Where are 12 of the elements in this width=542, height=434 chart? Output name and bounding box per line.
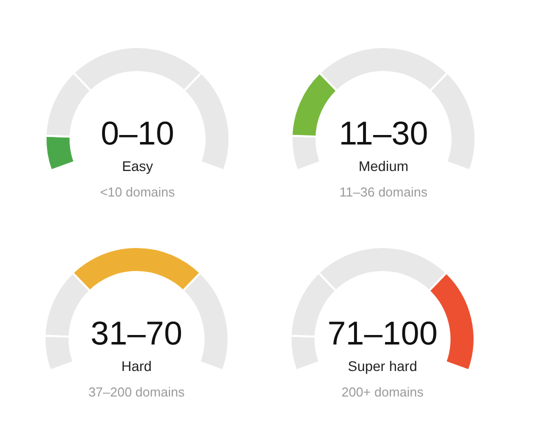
text: Hard — [121, 358, 152, 374]
text: Super hard — [348, 358, 418, 374]
text: 31–70 — [90, 314, 182, 352]
text: 71–100 — [327, 314, 438, 352]
text: 200+ domains — [341, 384, 424, 400]
text: <10 domains — [100, 184, 176, 200]
text: Easy — [122, 158, 154, 174]
text: 37–200 domains — [88, 384, 186, 400]
text: 11–36 domains — [339, 184, 428, 200]
text: 11–30 — [338, 114, 428, 152]
text: 0–10 — [100, 114, 174, 152]
text: Medium — [358, 158, 408, 174]
